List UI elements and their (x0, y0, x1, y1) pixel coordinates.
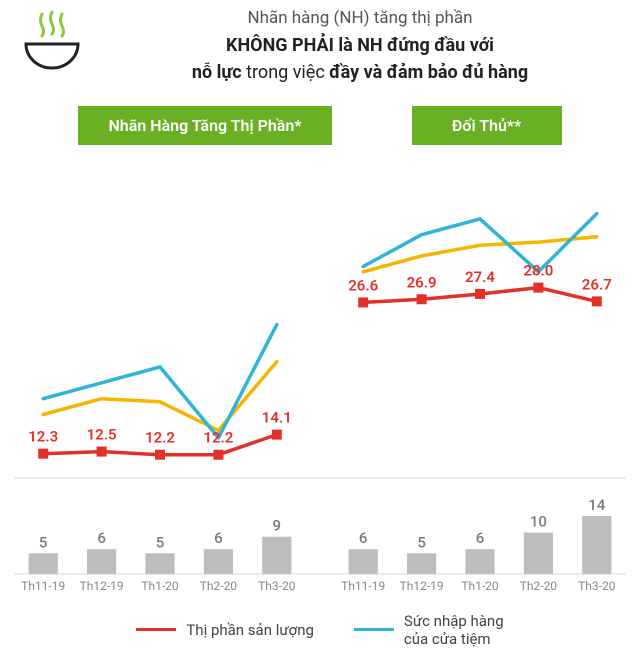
legend-swatch-blue (354, 628, 394, 631)
svg-text:Th1-20: Th1-20 (461, 579, 499, 593)
svg-text:6: 6 (359, 529, 368, 547)
svg-text:Th12-19: Th12-19 (400, 579, 444, 593)
svg-text:26.6: 26.6 (348, 276, 378, 294)
legend: Thị phần sản lượng Sức nhập hàngcủa cửa … (0, 594, 640, 656)
svg-text:26.9: 26.9 (407, 273, 437, 291)
svg-text:Th11-19: Th11-19 (341, 579, 385, 593)
line-chart: 12.3 12.5 12.2 12.2 14.1 26.6 26.9 27.4 28.0 26.7 (14, 189, 626, 484)
svg-text:12.2: 12.2 (203, 428, 233, 446)
svg-text:26.7: 26.7 (582, 275, 612, 293)
brand-button[interactable]: Nhãn Hàng Tăng Thị Phần* (78, 106, 331, 145)
svg-text:Th3-20: Th3-20 (578, 579, 616, 593)
svg-text:6: 6 (97, 529, 106, 547)
svg-text:Th11-19: Th11-19 (21, 579, 65, 593)
svg-text:5: 5 (156, 533, 165, 551)
noodle-bowl-icon (20, 10, 84, 74)
svg-text:5: 5 (417, 533, 426, 551)
svg-text:28.0: 28.0 (523, 261, 553, 279)
svg-text:Th2-20: Th2-20 (200, 579, 238, 593)
svg-text:14.1: 14.1 (262, 408, 292, 426)
svg-text:Th3-20: Th3-20 (258, 579, 296, 593)
competitor-button[interactable]: Đối Thủ** (412, 106, 562, 145)
svg-text:Th2-20: Th2-20 (520, 579, 558, 593)
legend-item-blue: Sức nhập hàngcủa cửa tiệm (354, 612, 504, 648)
svg-text:Th12-19: Th12-19 (80, 579, 124, 593)
header: Nhãn hàng (NH) tăng thị phần KHÔNG PHẢI … (0, 0, 640, 96)
legend-swatch-red (136, 628, 176, 631)
svg-text:27.4: 27.4 (465, 267, 495, 285)
header-line-2: KHÔNG PHẢI là NH đứng đầu với (100, 32, 620, 59)
header-text: Nhãn hàng (NH) tăng thị phần KHÔNG PHẢI … (100, 6, 620, 86)
svg-text:14: 14 (588, 496, 606, 514)
svg-text:12.3: 12.3 (28, 427, 58, 445)
header-line-1: Nhãn hàng (NH) tăng thị phần (100, 6, 620, 32)
line-chart-area: 12.3 12.5 12.2 12.2 14.1 26.6 26.9 27.4 28.0 26.7 (14, 189, 626, 484)
header-line-3: nỗ lực trong việc đầy và đảm bảo đủ hàng (100, 59, 620, 86)
bar-chart: 5 Th11-19 6 Th12-19 5 Th1-20 6 Th2-20 9 Th3-20 6 Th… (14, 494, 626, 594)
svg-text:Th1-20: Th1-20 (141, 579, 179, 593)
legend-label-red: Thị phần sản lượng (186, 621, 314, 639)
svg-text:5: 5 (39, 533, 48, 551)
button-row: Nhãn Hàng Tăng Thị Phần* Đối Thủ** (0, 96, 640, 153)
legend-label-blue: Sức nhập hàngcủa cửa tiệm (404, 612, 504, 648)
bar-chart-area: 5 Th11-19 6 Th12-19 5 Th1-20 6 Th2-20 9 Th3-20 6 Th… (14, 494, 626, 594)
svg-text:6: 6 (214, 529, 223, 547)
svg-text:12.2: 12.2 (145, 428, 175, 446)
svg-text:6: 6 (476, 529, 485, 547)
legend-item-red: Thị phần sản lượng (136, 621, 314, 639)
svg-text:12.5: 12.5 (87, 425, 117, 443)
svg-text:10: 10 (530, 512, 547, 530)
svg-text:9: 9 (273, 516, 282, 534)
